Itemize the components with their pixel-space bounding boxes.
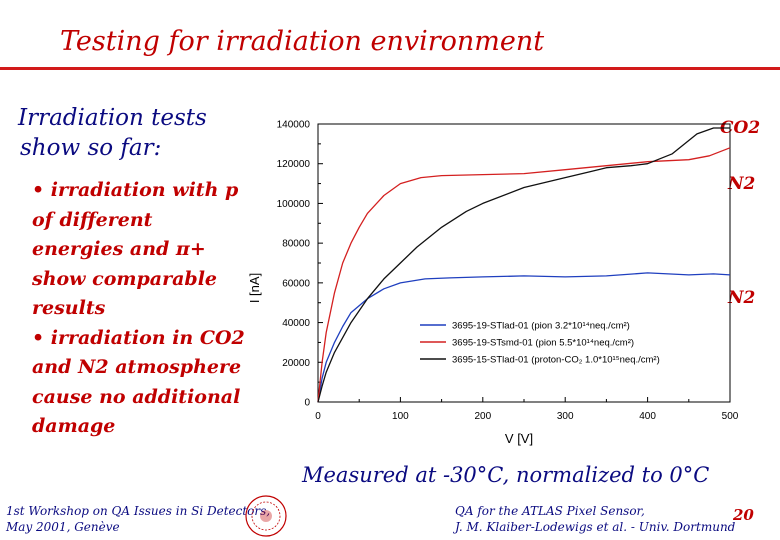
x-axis-label: V [V]: [505, 431, 533, 446]
y-tick-label: 120000: [277, 159, 311, 170]
y-axis-label: I [nA]: [247, 273, 262, 303]
x-tick-label: 300: [557, 411, 574, 422]
annotation-n2-top: N2: [728, 174, 756, 194]
legend-label-3: 3695-15-STlad-01 (proton-CO₂ 1.0*10¹⁵neq…: [452, 355, 660, 366]
footer-workshop-line-1: 1st Workshop on QA Issues in Si Detector…: [6, 504, 271, 518]
measurement-caption: Measured at -30°C, normalized to 0°C: [302, 463, 710, 487]
university-seal-icon: [245, 495, 287, 537]
x-tick-label: 100: [392, 411, 409, 422]
bullet-item-energies: • irradiation with p of different energi…: [32, 179, 239, 319]
y-tick-label: 100000: [277, 199, 311, 210]
plot-frame: [317, 123, 731, 403]
lead-text: Irradiation tests show so far:: [18, 103, 207, 163]
y-tick-label: 140000: [277, 120, 311, 131]
y-tick-label: 60000: [282, 278, 310, 289]
series-line-1: [317, 272, 731, 403]
x-tick-label: 0: [315, 411, 321, 422]
bullet-list: • irradiation with p of different energi…: [32, 176, 247, 442]
annotation-n2-bottom: N2: [728, 288, 756, 308]
series-line-2: [317, 147, 731, 403]
lead-line-1: Irradiation tests: [18, 105, 207, 131]
x-tick-label: 500: [722, 411, 739, 422]
footer-author-line-1: QA for the ATLAS Pixel Sensor,: [455, 504, 645, 518]
legend-label-2: 3695-19-STsmd-01 (pion 5.5*10¹⁴neq./cm²): [452, 338, 634, 349]
y-tick-label: 80000: [282, 239, 310, 250]
slide-title: Testing for irradiation environment: [60, 26, 545, 57]
title-divider: [0, 67, 780, 70]
footer-workshop: 1st Workshop on QA Issues in Si Detector…: [6, 503, 270, 535]
x-tick-label: 400: [639, 411, 656, 422]
annotation-co2: CO2: [720, 118, 761, 138]
y-tick-label: 20000: [282, 358, 310, 369]
series-line-3: [317, 127, 730, 403]
x-tick-label: 200: [474, 411, 491, 422]
legend-label-1: 3695-19-STlad-01 (pion 3.2*10¹⁴neq./cm²): [452, 321, 630, 332]
y-tick-label: 40000: [282, 318, 310, 329]
y-tick-label: 0: [304, 398, 310, 409]
bullet-item-atmosphere: • irradiation in CO2 and N2 atmosphere c…: [32, 326, 245, 438]
page-number: 20: [733, 506, 754, 524]
footer-workshop-line-2: May 2001, Genève: [6, 520, 120, 534]
footer-author-line-2: J. M. Klaiber-Lodewigs et al. - Univ. Do…: [455, 520, 736, 534]
lead-line-2: show so far:: [20, 135, 162, 161]
footer-author: QA for the ATLAS Pixel Sensor, J. M. Kla…: [455, 503, 735, 535]
